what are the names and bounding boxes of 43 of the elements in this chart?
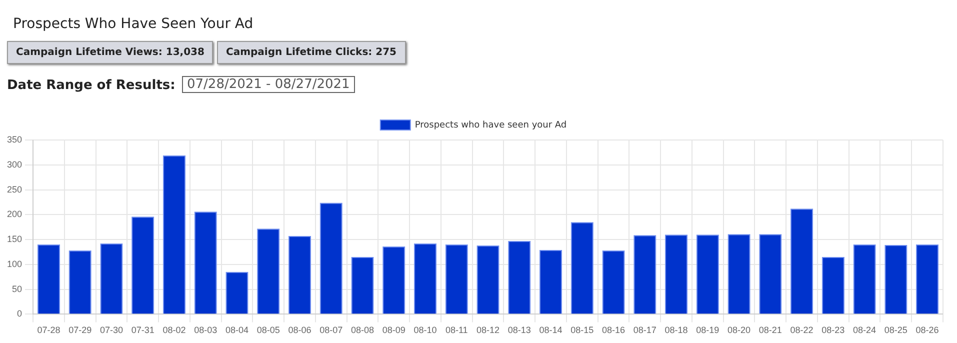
y-tick-label: 300: [6, 159, 22, 170]
x-tick-label: 08-05: [256, 325, 280, 336]
y-tick-label: 100: [6, 258, 22, 269]
y-tick-label: 50: [12, 284, 22, 294]
x-tick-label: 08-10: [414, 325, 437, 336]
x-tick-label: 08-20: [728, 325, 751, 336]
x-tick-label: 08-15: [570, 325, 594, 336]
x-tick-label: 08-06: [288, 325, 312, 336]
x-tick-label: 08-03: [194, 325, 218, 336]
y-tick-label: 0: [17, 308, 22, 319]
x-tick-label: 07-31: [131, 325, 154, 336]
x-tick-label: 08-09: [382, 325, 406, 336]
x-tick-label: 08-22: [790, 325, 814, 336]
x-tick-label: 08-12: [476, 325, 500, 336]
x-tick-label: 08-18: [664, 325, 688, 336]
x-tick-label: 08-04: [225, 325, 248, 336]
x-tick-label: 08-02: [162, 325, 186, 336]
x-tick-label: 08-19: [696, 325, 720, 336]
x-tick-label: 08-26: [916, 325, 939, 336]
x-tick-label: 08-24: [853, 325, 876, 336]
x-tick-label: 08-16: [602, 325, 626, 336]
x-tick-label: 08-08: [350, 325, 374, 336]
text: 07/28/2021 - 08/27/2021: [182, 76, 355, 93]
text: Campaign Lifetime Views: 13,038: [7, 41, 214, 64]
x-tick-label: 08-07: [320, 325, 343, 336]
x-tick-label: 08-21: [758, 325, 782, 336]
y-tick-label: 200: [6, 209, 22, 220]
legend-label: Prospects who have seen your Ad: [414, 120, 567, 130]
x-tick-label: 07-30: [100, 325, 123, 336]
x-tick-label: 07-28: [37, 325, 60, 336]
y-tick-label: 150: [6, 234, 22, 244]
text: Date Range of Results:: [7, 78, 176, 93]
x-tick-label: 08-25: [884, 325, 908, 336]
y-tick-label: 350: [6, 134, 22, 144]
x-tick-label: 08-17: [633, 325, 656, 336]
chart-title: Prospects Who Have Seen Your Ad: [13, 16, 254, 32]
text: Campaign Lifetime Clicks: 275: [217, 41, 406, 64]
x-tick-label: 07-29: [68, 325, 92, 336]
x-tick-label: 08-13: [508, 325, 531, 336]
x-tick-label: 08-14: [539, 325, 562, 336]
x-tick-label: 08-23: [822, 325, 845, 336]
y-tick-label: 250: [6, 184, 22, 194]
x-tick-label: 08-11: [445, 325, 468, 336]
